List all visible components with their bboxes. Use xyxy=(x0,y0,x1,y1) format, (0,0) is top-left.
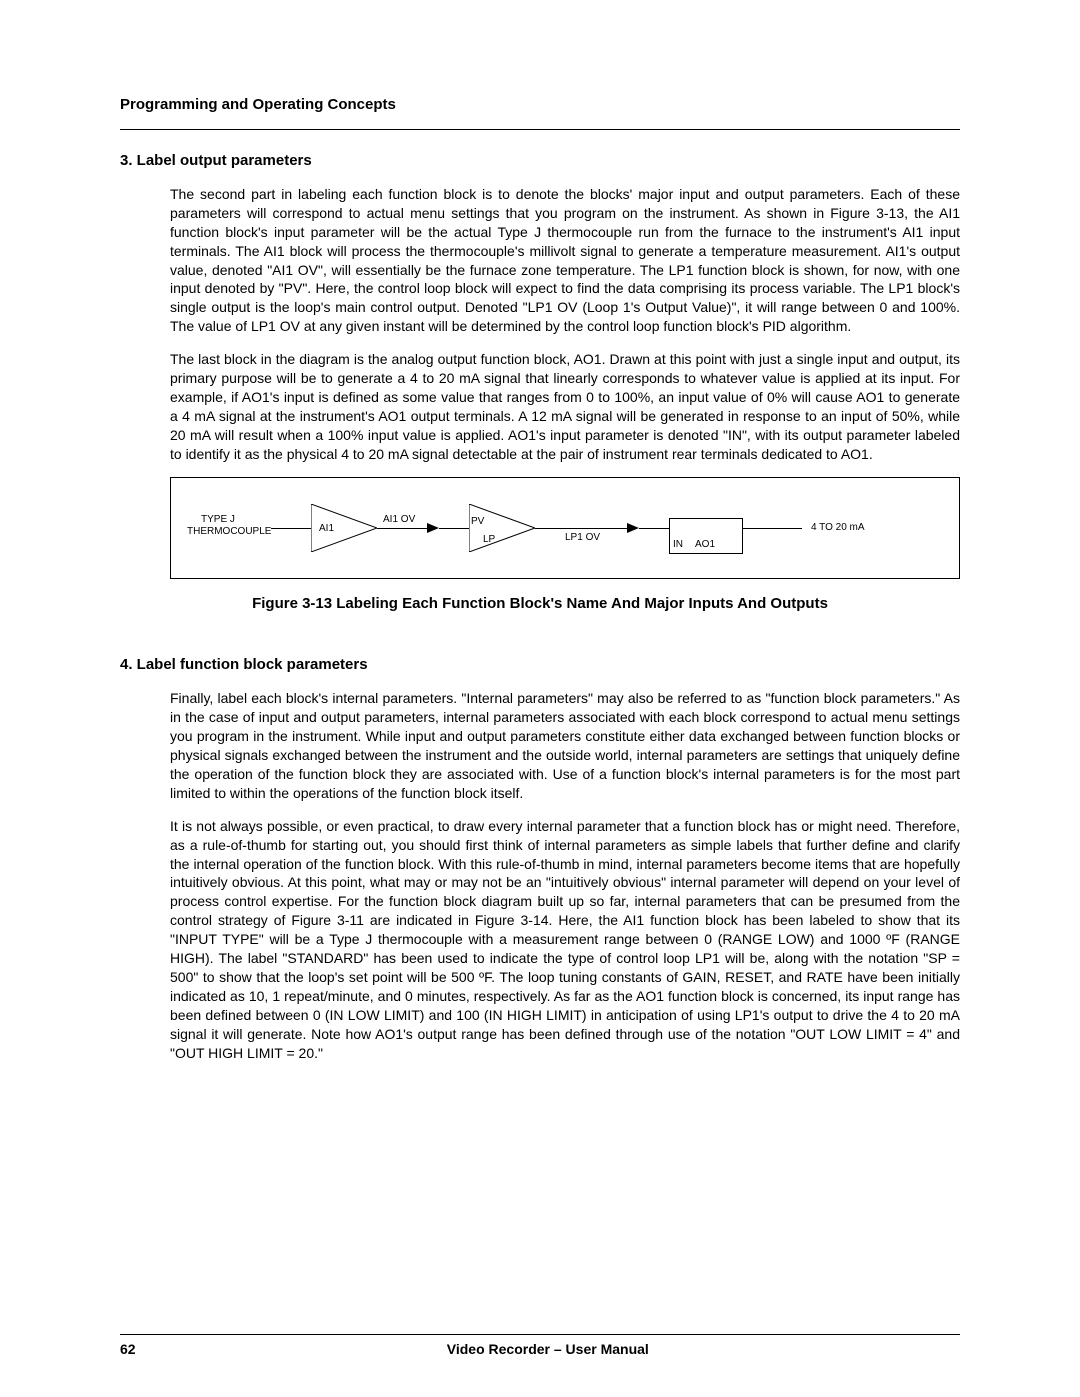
section-3-title: 3. Label output parameters xyxy=(120,152,960,169)
section-4-para-2: It is not always possible, or even pract… xyxy=(170,817,960,1063)
section-4-para-1: Finally, label each block's internal par… xyxy=(170,689,960,802)
arrow-1-icon xyxy=(427,523,439,533)
label-ai1-ov: AI1 OV xyxy=(383,514,415,525)
wire-3b xyxy=(639,528,669,529)
wire-2b xyxy=(439,528,469,529)
footer-title: Video Recorder – User Manual xyxy=(120,1341,960,1357)
label-4-20ma: 4 TO 20 mA xyxy=(811,522,865,533)
page: Programming and Operating Concepts 3. La… xyxy=(0,0,1080,1397)
label-type-j: TYPE J xyxy=(201,514,235,525)
block-lp xyxy=(469,504,535,552)
figure-3-13: TYPE J THERMOCOUPLE AI1 AI1 OV PV LP LP1… xyxy=(170,477,960,579)
section-4-title: 4. Label function block parameters xyxy=(120,656,960,673)
page-number: 62 xyxy=(120,1341,136,1357)
footer-rule xyxy=(120,1334,960,1335)
arrow-2-icon xyxy=(627,523,639,533)
label-ao1: AO1 xyxy=(692,539,718,553)
label-ai1: AI1 xyxy=(319,523,334,534)
running-header: Programming and Operating Concepts xyxy=(120,96,960,113)
figure-3-13-caption: Figure 3-13 Labeling Each Function Block… xyxy=(120,595,960,612)
label-thermocouple: THERMOCOUPLE xyxy=(187,526,271,537)
wire-4 xyxy=(742,528,802,529)
wire-1 xyxy=(271,528,311,529)
wire-3 xyxy=(535,528,627,529)
section-4-body: Finally, label each block's internal par… xyxy=(170,689,960,1062)
block-ao1: IN AO1 xyxy=(669,518,743,554)
section-3-body: The second part in labeling each functio… xyxy=(170,185,960,463)
section-3-para-1: The second part in labeling each functio… xyxy=(170,185,960,336)
label-lp: LP xyxy=(483,534,495,545)
label-in: IN xyxy=(670,539,686,553)
wire-2 xyxy=(377,528,427,529)
label-pv: PV xyxy=(471,516,484,527)
section-3-para-2: The last block in the diagram is the ana… xyxy=(170,350,960,463)
label-lp1-ov: LP1 OV xyxy=(565,532,600,543)
footer: 62 Video Recorder – User Manual xyxy=(120,1341,960,1357)
header-rule xyxy=(120,129,960,130)
